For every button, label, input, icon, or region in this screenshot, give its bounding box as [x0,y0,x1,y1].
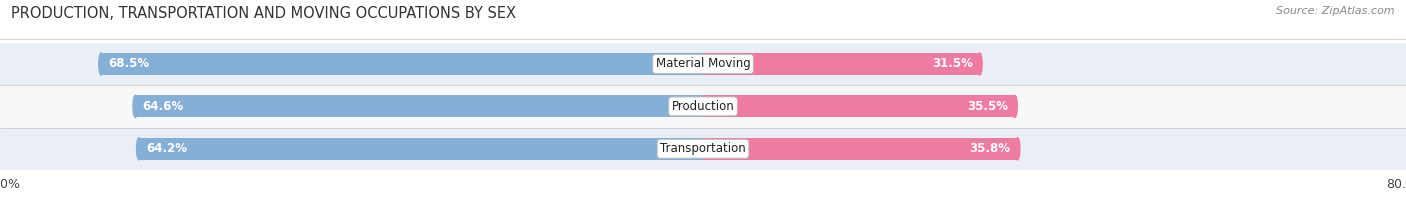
Text: 64.6%: 64.6% [142,100,183,113]
Text: Source: ZipAtlas.com: Source: ZipAtlas.com [1277,6,1395,16]
Circle shape [98,53,104,75]
Bar [0,128,1406,170]
Bar [0,85,1406,128]
Bar [101,53,703,75]
Text: Production: Production [672,100,734,113]
Text: 64.2%: 64.2% [146,142,187,155]
Text: Transportation: Transportation [661,142,745,155]
Text: Material Moving: Material Moving [655,58,751,71]
Bar [703,138,1018,160]
Text: 31.5%: 31.5% [932,58,973,71]
Circle shape [134,95,138,117]
Bar [0,43,1406,85]
Bar [703,53,980,75]
Bar [139,138,703,160]
Circle shape [977,53,981,75]
Circle shape [136,138,141,160]
Text: 68.5%: 68.5% [108,58,149,71]
Bar [135,95,703,117]
Text: PRODUCTION, TRANSPORTATION AND MOVING OCCUPATIONS BY SEX: PRODUCTION, TRANSPORTATION AND MOVING OC… [11,6,516,21]
Text: 35.5%: 35.5% [967,100,1008,113]
Circle shape [1015,138,1019,160]
Circle shape [1012,95,1018,117]
Bar [703,95,1015,117]
Text: 35.8%: 35.8% [970,142,1011,155]
